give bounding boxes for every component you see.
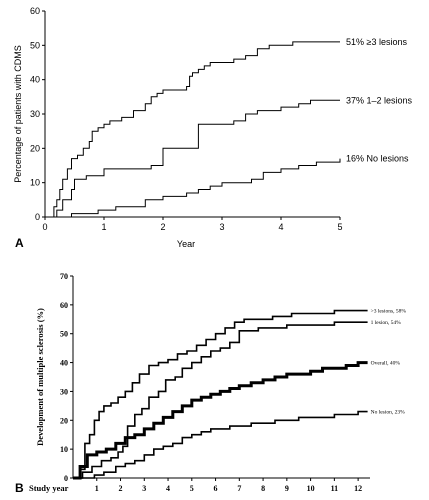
panel-a-y-tick-label: 40 [30, 75, 40, 85]
panel-b-x-tick-label: 3 [142, 484, 146, 493]
panel-b-series-label: Overall, 40% [371, 361, 401, 367]
panel-b-series-label: 1 lesion, 54% [371, 320, 402, 326]
panel-a-y-tick-label: 10 [30, 178, 40, 188]
panel-a-x-tick-label: 3 [219, 222, 224, 232]
panel-a-x-tick-label: 2 [160, 222, 165, 232]
panel-b-x-label: Study year [29, 483, 69, 493]
panel-a-y-tick-label: 20 [30, 143, 40, 153]
panel-b-y-tick-label: 0 [64, 474, 68, 483]
panel-b-y-tick-label: 10 [60, 445, 68, 454]
panel-a-series-label: 37% 1–2 lesions [346, 95, 413, 105]
panel-b-x-tick-label: 11 [331, 484, 339, 493]
panel-b: B Development of multiple sclerosis (%) … [15, 272, 406, 495]
panel-a-y-tick-label: 30 [30, 109, 40, 119]
panel-b-series-line [73, 361, 368, 480]
panel-a-x-label: Year [177, 239, 195, 249]
panel-b-series-line [73, 410, 368, 479]
panel-b-x-tick-label: 4 [166, 484, 170, 493]
panel-a-x-tick-label: 1 [101, 222, 106, 232]
panel-a-y-tick-label: 50 [30, 40, 40, 50]
panel-b-x-tick-label: 2 [119, 484, 123, 493]
panel-b-y-tick-label: 60 [60, 301, 68, 310]
panel-b-series-label: >3 lesions, 58% [371, 309, 407, 315]
panel-a-series-label: 16% No lesions [346, 154, 409, 164]
panel-b-x-tick-label: 12 [354, 484, 362, 493]
panel-a-y-tick-label: 0 [35, 212, 40, 222]
panel-b-x-tick-label: 8 [261, 484, 265, 493]
panel-a-x-tick-label: 5 [337, 222, 342, 232]
panel-a-series-label: 51% ≥3 lesions [346, 37, 407, 47]
panel-a-series-line [45, 99, 340, 218]
panel-b-x-tick-label: 9 [285, 484, 289, 493]
panel-b-x-tick-label: 7 [237, 484, 241, 493]
panel-b-series-label: No lesion, 23% [371, 410, 405, 416]
panel-b-x-tick-label: 5 [190, 484, 194, 493]
panel-b-y-tick-label: 30 [60, 387, 68, 396]
panel-b-y-tick-label: 50 [60, 330, 68, 339]
panel-a-series-line [45, 158, 341, 218]
panel-b-y-tick-label: 20 [60, 416, 68, 425]
panel-b-label: B [15, 481, 24, 495]
panel-a-series-line [45, 41, 340, 218]
panel-b-y-tick-label: 70 [60, 272, 68, 281]
panel-b-series-line [73, 321, 368, 479]
panel-a-x-tick-label: 0 [42, 222, 47, 232]
panel-b-y-label: Development of multiple sclerosis (%) [35, 308, 45, 446]
panel-b-x-tick-label: 6 [214, 484, 218, 493]
panel-b-x-tick-label: 10 [307, 484, 315, 493]
panel-a-x-tick-label: 4 [278, 222, 283, 232]
panel-a-y-tick-label: 60 [30, 6, 40, 16]
panel-b-y-tick-label: 40 [60, 359, 68, 368]
panel-b-x-tick-label: 1 [95, 484, 99, 493]
panel-a-y-label: Percentage of patients with CDMS [13, 45, 23, 183]
panel-a: A Percentage of patients with CDMS Year … [13, 6, 413, 250]
panel-a-label: A [15, 236, 24, 250]
panel-b-series-line [73, 309, 368, 479]
